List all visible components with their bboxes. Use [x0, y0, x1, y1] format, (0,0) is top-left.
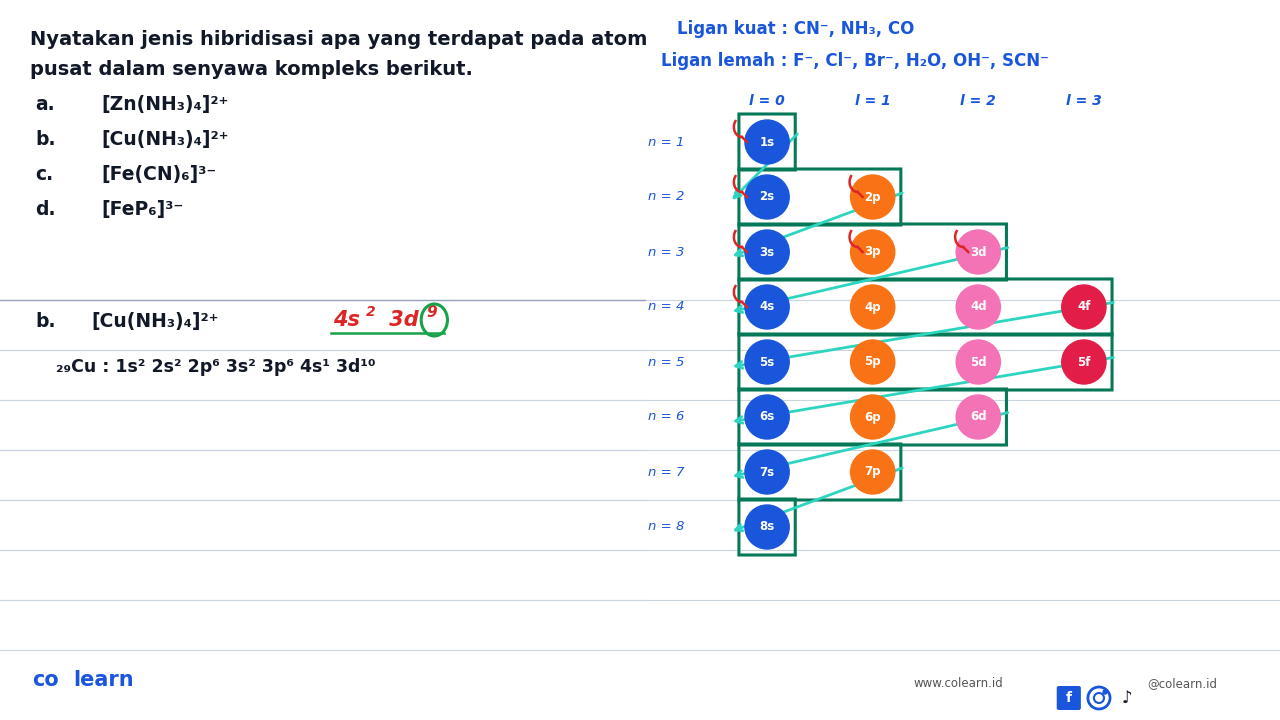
Text: 9: 9 — [426, 305, 436, 320]
Circle shape — [745, 285, 790, 329]
Text: 4f: 4f — [1078, 300, 1091, 313]
Circle shape — [745, 450, 790, 494]
Circle shape — [851, 230, 895, 274]
Text: l = 1: l = 1 — [855, 94, 891, 108]
Text: 7p: 7p — [864, 466, 881, 479]
Text: n = 6: n = 6 — [648, 410, 685, 423]
Text: 4d: 4d — [970, 300, 987, 313]
Text: 1s: 1s — [759, 135, 774, 148]
Text: 7s: 7s — [759, 466, 774, 479]
Text: ♪: ♪ — [1121, 689, 1133, 707]
Circle shape — [851, 285, 895, 329]
Text: 8s: 8s — [759, 521, 774, 534]
Text: n = 5: n = 5 — [648, 356, 685, 369]
Text: Ligan lemah : F⁻, Cl⁻, Br⁻, H₂O, OH⁻, SCN⁻: Ligan lemah : F⁻, Cl⁻, Br⁻, H₂O, OH⁻, SC… — [662, 52, 1050, 70]
Text: pusat dalam senyawa kompleks berikut.: pusat dalam senyawa kompleks berikut. — [31, 60, 474, 79]
Text: 2p: 2p — [864, 191, 881, 204]
Circle shape — [851, 175, 895, 219]
Circle shape — [851, 340, 895, 384]
Text: b.: b. — [36, 312, 56, 331]
Circle shape — [745, 230, 790, 274]
Text: 3p: 3p — [864, 246, 881, 258]
Text: 5f: 5f — [1078, 356, 1091, 369]
Text: 3s: 3s — [759, 246, 774, 258]
Text: c.: c. — [36, 165, 54, 184]
Text: [FeP₆]³⁻: [FeP₆]³⁻ — [101, 200, 183, 219]
Text: n = 1: n = 1 — [648, 135, 685, 148]
Text: @colearn.id: @colearn.id — [1147, 677, 1217, 690]
Text: Ligan kuat : CN⁻, NH₃, CO: Ligan kuat : CN⁻, NH₃, CO — [677, 20, 914, 38]
Text: Nyatakan jenis hibridisasi apa yang terdapat pada atom: Nyatakan jenis hibridisasi apa yang terd… — [31, 30, 648, 49]
Text: 6s: 6s — [759, 410, 774, 423]
Text: a.: a. — [36, 95, 55, 114]
Text: l = 0: l = 0 — [749, 94, 785, 108]
Text: 4s: 4s — [333, 310, 360, 330]
Circle shape — [851, 450, 895, 494]
Text: learn: learn — [74, 670, 134, 690]
Text: [Fe(CN)₆]³⁻: [Fe(CN)₆]³⁻ — [101, 165, 216, 184]
Circle shape — [1062, 340, 1106, 384]
FancyBboxPatch shape — [1057, 686, 1080, 710]
Text: 2: 2 — [366, 305, 375, 319]
Text: d.: d. — [36, 200, 56, 219]
Text: 6d: 6d — [970, 410, 987, 423]
Circle shape — [1062, 285, 1106, 329]
Circle shape — [745, 505, 790, 549]
Text: [Zn(NH₃)₄]²⁺: [Zn(NH₃)₄]²⁺ — [101, 95, 228, 114]
Text: [Cu(NH₃)₄]²⁺: [Cu(NH₃)₄]²⁺ — [91, 312, 219, 331]
Circle shape — [851, 395, 895, 439]
Text: n = 4: n = 4 — [648, 300, 685, 313]
Text: n = 8: n = 8 — [648, 521, 685, 534]
Text: 5d: 5d — [970, 356, 987, 369]
Text: 5s: 5s — [759, 356, 774, 369]
Text: n = 7: n = 7 — [648, 466, 685, 479]
Text: l = 3: l = 3 — [1066, 94, 1102, 108]
Circle shape — [956, 230, 1001, 274]
Text: l = 2: l = 2 — [960, 94, 996, 108]
Text: co: co — [32, 670, 59, 690]
Text: 4s: 4s — [759, 300, 774, 313]
Text: www.colearn.id: www.colearn.id — [914, 677, 1004, 690]
Text: b.: b. — [36, 130, 56, 149]
Text: 6p: 6p — [864, 410, 881, 423]
Text: 3d: 3d — [381, 310, 419, 330]
Circle shape — [745, 120, 790, 164]
Circle shape — [956, 340, 1001, 384]
Text: [Cu(NH₃)₄]²⁺: [Cu(NH₃)₄]²⁺ — [101, 130, 229, 149]
Circle shape — [745, 395, 790, 439]
Text: 3d: 3d — [970, 246, 987, 258]
Circle shape — [745, 175, 790, 219]
Text: ₂₉Cu : 1s² 2s² 2p⁶ 3s² 3p⁶ 4s¹ 3d¹⁰: ₂₉Cu : 1s² 2s² 2p⁶ 3s² 3p⁶ 4s¹ 3d¹⁰ — [55, 358, 375, 376]
Text: n = 2: n = 2 — [648, 191, 685, 204]
Text: 5p: 5p — [864, 356, 881, 369]
Text: f: f — [1066, 691, 1071, 705]
Circle shape — [1103, 690, 1107, 694]
Text: 2s: 2s — [759, 191, 774, 204]
Text: n = 3: n = 3 — [648, 246, 685, 258]
Circle shape — [956, 395, 1001, 439]
Circle shape — [956, 285, 1001, 329]
Circle shape — [745, 340, 790, 384]
Text: 4p: 4p — [864, 300, 881, 313]
